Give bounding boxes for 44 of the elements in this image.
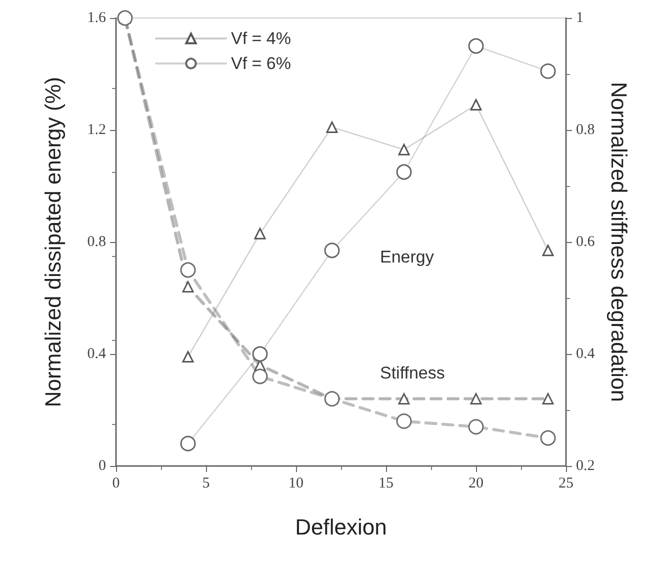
point bbox=[182, 281, 194, 293]
annotation: Stiffness bbox=[380, 364, 445, 382]
y2-tick-label: 0.2 bbox=[576, 458, 595, 474]
y-tick-label: 1.6 bbox=[87, 10, 106, 26]
annotation: Energy bbox=[380, 248, 434, 266]
y2-tick-label: 0.6 bbox=[576, 234, 596, 250]
x-tick-label: 20 bbox=[468, 476, 484, 492]
x-axis-title: Deflexion bbox=[295, 514, 387, 540]
point bbox=[326, 121, 338, 133]
point bbox=[182, 351, 194, 363]
y-tick-label: 0 bbox=[98, 458, 106, 474]
point bbox=[252, 346, 268, 362]
x-tick-label: 10 bbox=[288, 476, 304, 492]
point bbox=[542, 393, 554, 405]
point bbox=[398, 393, 410, 405]
point bbox=[324, 242, 340, 258]
point bbox=[470, 99, 482, 111]
point bbox=[468, 419, 484, 435]
point bbox=[180, 436, 196, 452]
x-tick-label: 25 bbox=[558, 476, 574, 492]
point bbox=[470, 393, 482, 405]
legend-label: Vf = 4% bbox=[231, 29, 292, 48]
y-tick-label: 0.4 bbox=[87, 346, 106, 362]
x-tick-label: 15 bbox=[378, 476, 394, 492]
point bbox=[398, 144, 410, 156]
point bbox=[542, 244, 554, 256]
point bbox=[540, 430, 556, 446]
y2-tick-label: 0.8 bbox=[576, 122, 595, 138]
y-axis-title: Normalized dissipated energy (%) bbox=[40, 76, 66, 408]
y2-axis-title: Normalized stiffness degradation bbox=[606, 82, 632, 402]
point bbox=[180, 262, 196, 278]
y2-tick-label: 0.4 bbox=[576, 346, 596, 362]
point bbox=[468, 38, 484, 54]
point bbox=[254, 228, 266, 240]
point bbox=[396, 413, 412, 429]
y-tick-label: 0.8 bbox=[87, 234, 106, 250]
point bbox=[540, 63, 556, 79]
point bbox=[252, 368, 268, 384]
point bbox=[396, 164, 412, 180]
x-tick-label: 0 bbox=[112, 476, 120, 492]
x-tick-label: 5 bbox=[202, 476, 210, 492]
y-tick-label: 1.2 bbox=[87, 122, 106, 138]
legend-label: Vf = 6% bbox=[231, 54, 292, 73]
y2-tick-label: 1 bbox=[576, 10, 584, 26]
